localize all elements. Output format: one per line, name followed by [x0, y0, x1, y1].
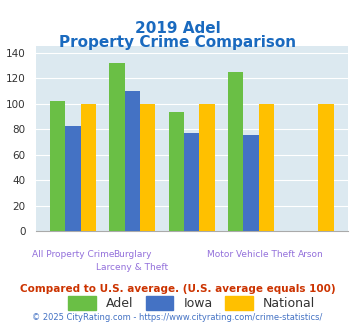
Bar [169, 113, 184, 231]
Bar [109, 63, 125, 231]
Bar [50, 101, 65, 231]
Text: Larceny & Theft: Larceny & Theft [96, 263, 168, 272]
Text: Property Crime Comparison: Property Crime Comparison [59, 35, 296, 50]
Text: All Property Crime: All Property Crime [32, 250, 114, 259]
Legend: Adel, Iowa, National: Adel, Iowa, National [69, 296, 315, 311]
Bar [228, 72, 244, 231]
Bar [140, 104, 155, 231]
Text: Motor Vehicle Theft: Motor Vehicle Theft [207, 250, 295, 259]
Bar [244, 135, 259, 231]
Text: © 2025 CityRating.com - https://www.cityrating.com/crime-statistics/: © 2025 CityRating.com - https://www.city… [32, 313, 323, 322]
Bar [184, 133, 200, 231]
Bar [318, 104, 334, 231]
Bar [200, 104, 215, 231]
Text: Compared to U.S. average. (U.S. average equals 100): Compared to U.S. average. (U.S. average … [20, 284, 335, 294]
Bar [81, 104, 96, 231]
Text: Arson: Arson [297, 250, 323, 259]
Bar [125, 91, 140, 231]
Text: Burglary: Burglary [113, 250, 152, 259]
Bar [65, 126, 81, 231]
Text: 2019 Adel: 2019 Adel [135, 21, 220, 36]
Bar [259, 104, 274, 231]
